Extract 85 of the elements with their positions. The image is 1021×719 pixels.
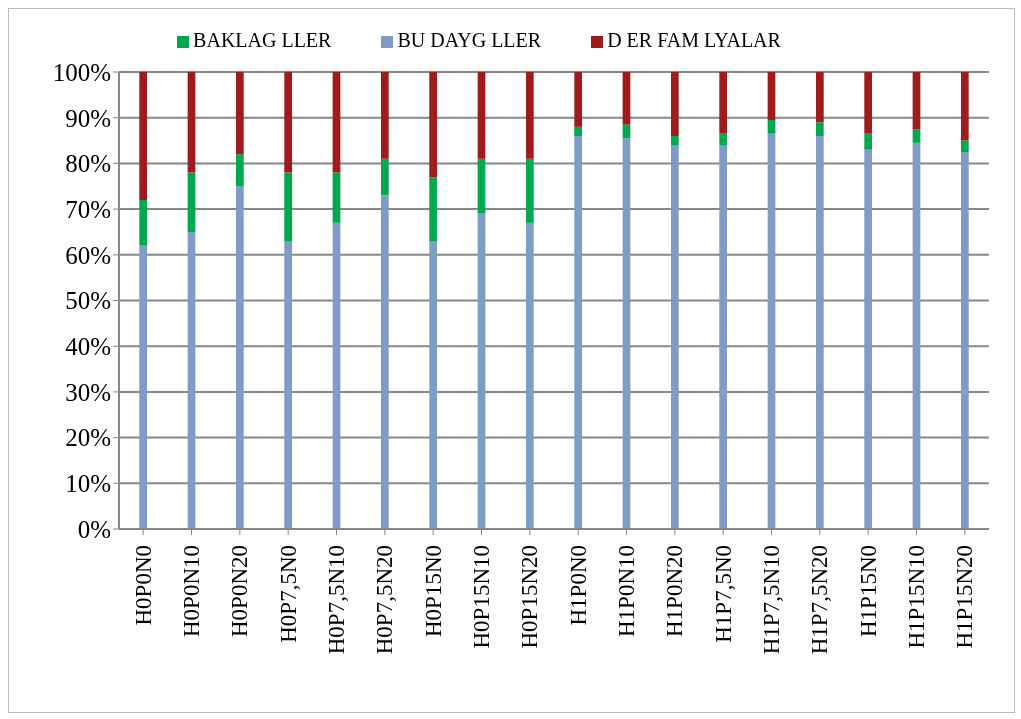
x-tick-label: H0P0N20 <box>227 545 253 638</box>
bar <box>622 72 631 125</box>
legend-label: BU DAYG LLER <box>397 29 542 51</box>
bar <box>525 158 534 223</box>
x-tick-label: H0P0N0 <box>130 545 156 626</box>
legend-label: D ER FAM LYALAR <box>607 29 781 51</box>
bar <box>139 72 148 200</box>
y-tick-label: 40% <box>65 333 111 361</box>
y-tick-label: 80% <box>65 150 111 178</box>
x-tick-label: H0P7,5N0 <box>275 545 301 643</box>
bar <box>332 172 341 223</box>
bar <box>380 158 389 196</box>
bar <box>139 245 148 529</box>
y-tick-label: 100% <box>52 58 111 86</box>
bar <box>719 133 728 146</box>
bar <box>429 72 438 178</box>
bar <box>864 133 873 150</box>
bar <box>332 72 341 173</box>
bar <box>670 145 679 529</box>
bar <box>380 72 389 159</box>
bar <box>912 72 921 130</box>
bar <box>912 129 921 143</box>
bar <box>767 119 776 134</box>
bar <box>187 172 196 232</box>
y-tick-label: 20% <box>65 424 111 452</box>
y-tick-label: 60% <box>65 241 111 269</box>
bar <box>525 222 534 529</box>
bar <box>235 154 244 187</box>
bar <box>477 72 486 159</box>
bar <box>960 72 969 141</box>
bar <box>235 186 244 529</box>
bar <box>332 222 341 529</box>
x-tick-label: H1P0N20 <box>662 545 688 638</box>
bar <box>284 241 293 529</box>
y-tick-label: 70% <box>65 195 111 223</box>
x-tick-label: H0P15N0 <box>420 545 446 638</box>
x-tick-label: H0P15N20 <box>517 545 543 649</box>
bar <box>670 135 679 146</box>
bar <box>429 241 438 529</box>
bar <box>767 72 776 120</box>
y-tick-label: 10% <box>65 470 111 498</box>
bar <box>429 177 438 242</box>
legend-label: BAKLAG LLER <box>193 29 332 51</box>
x-tick-label: H1P7,5N10 <box>759 545 784 655</box>
x-tick-label: H1P0N10 <box>614 545 639 638</box>
bar <box>187 231 196 529</box>
bar <box>525 72 534 159</box>
y-tick-label: 30% <box>65 378 111 406</box>
y-tick-label: 0% <box>77 515 111 543</box>
x-tick-label: H1P7,5N20 <box>807 545 833 655</box>
bar <box>380 195 389 529</box>
bar <box>139 199 148 246</box>
bar <box>719 145 728 529</box>
bar <box>574 135 583 529</box>
bar <box>477 158 486 214</box>
x-tick-label: H0P15N10 <box>469 545 494 649</box>
bar <box>477 213 486 529</box>
bar <box>815 122 824 136</box>
bar <box>960 140 969 152</box>
bar <box>574 126 583 136</box>
bar <box>815 135 824 529</box>
bar <box>767 133 776 529</box>
bar <box>187 72 196 173</box>
y-tick-label: 50% <box>65 287 111 315</box>
bar <box>864 149 873 529</box>
bar <box>912 142 921 529</box>
bar <box>864 72 873 134</box>
y-tick-label: 90% <box>65 104 111 132</box>
bar <box>815 72 824 123</box>
x-tick-label: H1P7,5N0 <box>710 545 736 643</box>
bar <box>235 72 244 155</box>
bar <box>574 72 583 127</box>
x-tick-label: H0P7,5N20 <box>372 545 398 655</box>
x-tick-label: H1P0N0 <box>565 545 591 626</box>
bar <box>719 72 728 134</box>
bar <box>960 151 969 529</box>
x-tick-label: H1P15N10 <box>904 545 929 649</box>
bar <box>622 138 631 529</box>
bar <box>284 172 293 242</box>
x-tick-label: H1P15N0 <box>855 545 881 638</box>
bar <box>670 72 679 136</box>
x-tick-label: H0P7,5N10 <box>324 545 349 655</box>
x-tick-label: H1P15N20 <box>952 545 978 649</box>
bar <box>284 72 293 173</box>
x-tick-label: H0P0N10 <box>179 545 204 638</box>
